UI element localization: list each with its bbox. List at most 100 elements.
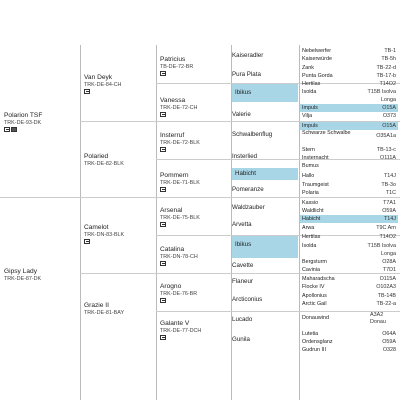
pedigree-entry[interactable]: Vanessa TRK-DE-72-CH	[160, 97, 231, 129]
document-icon[interactable]	[84, 238, 90, 244]
ancestor-name: Punta Gorda	[302, 73, 333, 79]
registration-code: TRK-DE-76-BR	[160, 290, 198, 297]
registration-code: TRK-DE-81-BAY	[84, 309, 125, 316]
ancestor-row[interactable]: Arwa T9C Arn	[300, 224, 398, 232]
row-divider	[80, 273, 400, 274]
ancestor-name: Bergsturm	[302, 259, 327, 265]
pedigree-entry[interactable]: Grazie II TRK-DE-81-BAY	[84, 302, 156, 316]
ancestor-name: Polaria	[302, 190, 319, 196]
ancestor-row[interactable]: Ordensglanz O59A	[300, 338, 398, 346]
ancestor-name[interactable]: Flaneur	[232, 278, 253, 285]
ancestor-name[interactable]: Valerie	[232, 111, 251, 118]
ancestor-row[interactable]: Waldlicht O59A	[300, 207, 398, 215]
ancestor-row[interactable]: Lutetia O64A	[300, 330, 398, 338]
ancestor-code: O28A	[382, 259, 396, 265]
ancestor-name[interactable]: Ibikus	[232, 84, 298, 102]
horse-name: Catalina	[160, 246, 185, 253]
ancestor-row[interactable]: Nebelwerfer TB-1	[300, 47, 398, 55]
ancestor-row[interactable]: Punta Gorda TB-17-b	[300, 72, 398, 80]
pedigree-entry[interactable]: Camelot TRK-DN-83-BLK	[84, 224, 156, 256]
pedigree-entry[interactable]: Catalina TRK-DN-78-CH	[160, 246, 231, 278]
pedigree-entry[interactable]: Patricius TB-DE-72-BR	[160, 56, 231, 88]
document-icon[interactable]	[160, 334, 166, 340]
column-divider	[156, 45, 157, 400]
ancestor-name: Waldlicht	[302, 208, 324, 214]
ancestor-row[interactable]: Apollonius TB-14B	[300, 292, 398, 300]
pedigree-entry[interactable]: Galante V TRK-DE-77-DCH	[160, 320, 231, 352]
ancestor-name: Lutetia	[302, 331, 319, 337]
ancestor-row[interactable]: Impuls O15A	[300, 104, 398, 112]
ancestor-name[interactable]: Pomeranze	[232, 186, 264, 193]
ancestor-row[interactable]: Bergsturm O28A	[300, 258, 398, 266]
horse-name: Polarion TSF	[4, 112, 43, 119]
ancestor-name[interactable]: Lucado	[232, 316, 253, 323]
ancestor-row[interactable]: Polaria T1C	[300, 189, 398, 197]
document-icon[interactable]	[160, 186, 166, 192]
ancestor-code: TB-3o	[381, 182, 396, 188]
ancestor-row[interactable]: Habicht T14J	[300, 215, 398, 223]
ancestor-row[interactable]: Kassio T7A1	[300, 199, 398, 207]
ancestor-name: Hertilas	[302, 81, 321, 87]
ancestor-row[interactable]: Isolda T15B Isolva	[300, 242, 398, 250]
ancestor-row[interactable]: Kaiserwürde TB-5h	[300, 55, 398, 63]
ancestor-name[interactable]: Schwalbenflug	[232, 131, 273, 138]
document-icon[interactable]	[160, 260, 166, 266]
ancestor-row[interactable]: Hertilas T14O2	[300, 233, 398, 241]
document-icon[interactable]	[160, 297, 166, 303]
ancestor-name[interactable]: Arcticonius	[232, 296, 263, 303]
document-icon[interactable]	[160, 221, 166, 227]
horse-name: Gipsy Lady	[4, 268, 37, 275]
document-icon[interactable]	[160, 70, 166, 76]
ancestor-name[interactable]: Arvetta	[232, 221, 252, 228]
pedigree-entry[interactable]: Arogno TRK-DE-76-BR	[160, 283, 231, 315]
pedigree-entry[interactable]: Insterruf TRK-DE-72-BLK	[160, 132, 231, 164]
column-divider	[299, 45, 300, 400]
ancestor-row[interactable]: Hertilas T14O2	[300, 80, 398, 88]
ancestor-row[interactable]: Cavinia T7D1	[300, 266, 398, 274]
ancestor-row[interactable]: Donauwind A3A2 Donau	[300, 312, 398, 326]
pedigree-entry[interactable]: Arsenal TRK-DE-75-BLK	[160, 207, 231, 239]
ancestor-row[interactable]: Longa	[300, 250, 398, 258]
ancestor-row[interactable]: Impuls O15A	[300, 122, 398, 130]
ancestor-row[interactable]: Insternacht O111A	[300, 154, 398, 162]
ancestor-row[interactable]: Isolda T15B Isolva	[300, 88, 398, 96]
document-icon[interactable]	[4, 126, 10, 132]
ancestor-name[interactable]: Cavette	[232, 262, 254, 269]
ancestor-row[interactable]: Schwarze Schwalbe O35A1a	[300, 130, 398, 144]
ancestor-code: O15A	[382, 105, 396, 111]
ancestor-row[interactable]: Maharadscha O115A	[300, 275, 398, 283]
pedigree-entry[interactable]: Van Deyk TRK-DE-84-CH	[84, 74, 156, 106]
document-icon[interactable]	[84, 88, 90, 94]
ancestor-name[interactable]: Habicht	[232, 168, 298, 180]
ancestor-name[interactable]: Ibikus	[232, 236, 298, 258]
pedigree-entry[interactable]: Polaried TRK-DE-82-BLK	[84, 153, 156, 167]
ancestor-name: Maharadscha	[302, 276, 335, 282]
ancestor-row[interactable]: Hallo T14J	[300, 172, 398, 180]
pedigree-entry[interactable]: Pommern TRK-DE-71-BLK	[160, 172, 231, 204]
ancestor-name: Schwarze Schwalbe	[302, 130, 351, 136]
document-icon[interactable]	[160, 111, 166, 117]
ancestor-name[interactable]: Gunila	[232, 336, 250, 343]
ancestor-row[interactable]: Longa	[300, 96, 398, 104]
document-icon[interactable]	[160, 146, 166, 152]
ancestor-row[interactable]: Arctic Gail TB-22-a	[300, 300, 398, 308]
ancestor-row[interactable]: Gudrun III O328	[300, 346, 398, 354]
ancestor-row[interactable]: Bumus	[300, 162, 398, 170]
ancestor-row[interactable]: Zank TB-22-d	[300, 64, 398, 72]
ancestor-code: T15B Isolva	[367, 243, 396, 249]
ancestor-row[interactable]: Traumgeist TB-3o	[300, 181, 398, 189]
photo-icon[interactable]	[11, 126, 17, 132]
ancestor-code: O64A	[382, 331, 396, 337]
ancestor-row[interactable]: Stern TB-13-c	[300, 146, 398, 154]
ancestor-name[interactable]: Kaiseradler	[232, 52, 264, 59]
pedigree-entry-dam[interactable]: Gipsy Lady TRK-DE-87-DK	[4, 268, 80, 282]
ancestor-row[interactable]: Vilja O373	[300, 112, 398, 120]
ancestor-name[interactable]: Waldzauber	[232, 204, 265, 211]
ancestor-name[interactable]: Pura Plata	[232, 71, 261, 78]
registration-code: TRK-DE-72-CH	[160, 104, 198, 111]
ancestor-row[interactable]: Flocke IV O102A3	[300, 283, 398, 291]
ancestor-name[interactable]: Insterlied	[232, 153, 258, 160]
registration-code: TRK-DE-75-BLK	[160, 214, 200, 221]
pedigree-entry-sire[interactable]: Polarion TSF TRK-DE-93-DK	[4, 112, 80, 144]
ancestor-code: T15B Isolva	[367, 89, 396, 95]
